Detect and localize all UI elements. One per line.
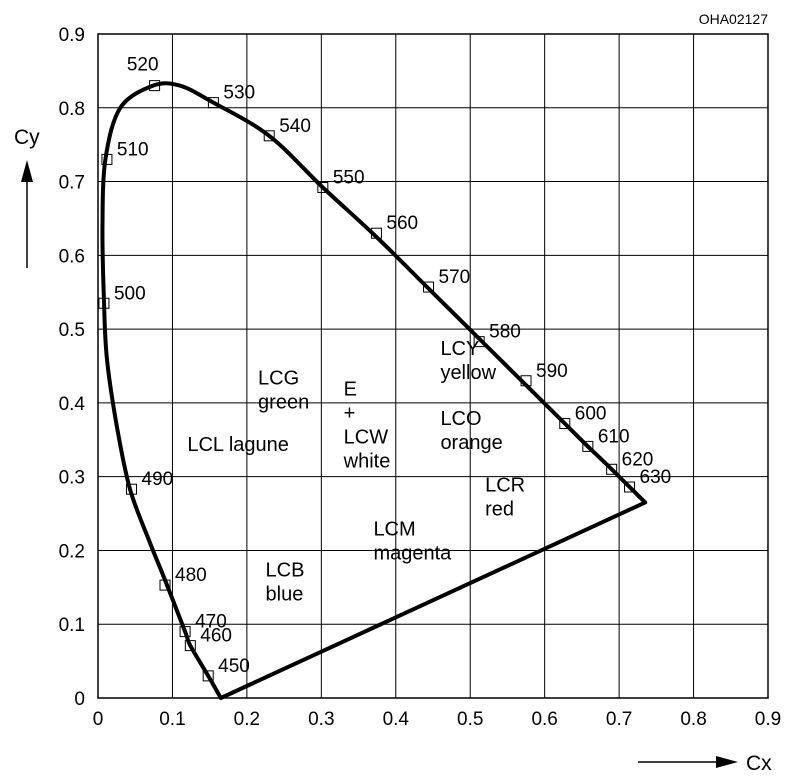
region-label: E + LCW white xyxy=(343,379,391,473)
y-tick-label: 0.6 xyxy=(59,246,85,267)
y-tick-label: 0.8 xyxy=(59,99,85,120)
x-tick-label: 0.3 xyxy=(308,709,334,730)
x-tick-label: 0.2 xyxy=(234,709,260,730)
y-tick-label: 0.7 xyxy=(59,173,85,194)
wavelength-label-490: 490 xyxy=(142,469,174,490)
y-axis-label: Cy xyxy=(14,126,40,149)
wavelength-marker-530 xyxy=(207,97,219,109)
wavelength-marker-620 xyxy=(606,463,618,475)
y-tick-label: 0.4 xyxy=(59,394,86,415)
region-label: LCR red xyxy=(485,474,525,520)
wavelength-marker-490 xyxy=(126,483,137,495)
grid xyxy=(97,33,769,699)
x-axis-arrow xyxy=(638,756,738,768)
y-axis-arrow xyxy=(21,160,33,268)
wavelength-marker-600 xyxy=(559,418,571,430)
wavelength-label-450: 450 xyxy=(218,656,250,677)
y-tick-label: 0.9 xyxy=(59,25,85,46)
x-axis-label: Cx xyxy=(746,752,772,775)
wavelength-label-460: 460 xyxy=(200,626,232,647)
wavelength-label-550: 550 xyxy=(333,167,365,188)
wavelength-marker-500 xyxy=(98,297,110,309)
wavelength-label-610: 610 xyxy=(598,426,630,447)
wavelength-marker-510 xyxy=(101,153,113,165)
x-tick-label: 0.8 xyxy=(680,709,706,730)
wavelength-label-500: 500 xyxy=(114,283,146,304)
wavelength-marker-480 xyxy=(159,579,171,591)
wavelength-label-520: 520 xyxy=(127,55,159,76)
tick-labels: 0 0.1 0.2 0.3 0.4 0.5 0.6 0.7 0.8 0.9 0 0.1 0.2 0.3 0.… xyxy=(59,25,782,730)
wavelength-label-470: 470 xyxy=(195,612,227,633)
wavelength-label-480: 480 xyxy=(175,565,207,586)
wavelength-label-620: 620 xyxy=(622,449,654,470)
color-regions: LCG green E + LCW white LCL lagune LCY yellow LCO… xyxy=(187,338,525,605)
region-label: LCB blue xyxy=(266,559,305,605)
wavelength-marker-630 xyxy=(624,481,636,493)
figure-code: OHA02127 xyxy=(699,11,768,27)
wavelength-marker-460 xyxy=(184,640,196,652)
wavelength-marker-590 xyxy=(520,375,532,387)
wavelength-label-540: 540 xyxy=(279,116,311,137)
wavelength-marker-540 xyxy=(263,130,275,142)
wavelength-marker-580 xyxy=(473,336,485,348)
y-tick-label: 0.3 xyxy=(59,468,85,489)
region-label: LCM magenta xyxy=(373,519,452,565)
y-tick-label: 0 xyxy=(74,689,85,710)
wavelength-label-570: 570 xyxy=(439,267,471,288)
region-label: LCY yellow xyxy=(440,338,496,384)
wavelength-label-630: 630 xyxy=(640,467,672,488)
wavelength-marker-550 xyxy=(317,181,329,193)
wavelength-label-590: 590 xyxy=(536,361,568,382)
wavelength-label-560: 560 xyxy=(386,213,418,234)
plot-frame xyxy=(97,33,769,699)
wavelength-marker-520 xyxy=(149,80,161,92)
wavelength-marker-450 xyxy=(202,670,214,682)
region-label: LCL lagune xyxy=(187,434,289,456)
wavelength-label-530: 530 xyxy=(223,83,255,104)
wavelength-marker-610 xyxy=(582,440,594,452)
region-label: LCG green xyxy=(258,367,309,413)
wavelength-label-600: 600 xyxy=(575,404,607,425)
region-label: LCO orange xyxy=(440,408,502,454)
spectral-locus-group xyxy=(100,81,648,700)
wavelength-label-580: 580 xyxy=(489,322,521,343)
x-tick-label: 0.5 xyxy=(457,709,483,730)
x-tick-label: 0.1 xyxy=(159,709,185,730)
wavelength-label-510: 510 xyxy=(117,139,149,160)
wavelength-marker-560 xyxy=(370,227,382,239)
x-tick-label: 0.7 xyxy=(606,709,632,730)
wavelength-marker-570 xyxy=(423,281,435,293)
y-tick-label: 0.5 xyxy=(59,320,85,341)
spectral-locus-curve xyxy=(100,81,647,699)
y-tick-label: 0.2 xyxy=(59,541,85,562)
wavelength-marker-470 xyxy=(179,626,191,638)
x-tick-label: 0.4 xyxy=(383,709,410,730)
y-tick-label: 0.1 xyxy=(59,615,85,636)
purple-line xyxy=(218,500,648,700)
x-tick-label: 0.9 xyxy=(755,709,781,730)
x-tick-label: 0.6 xyxy=(531,709,557,730)
x-tick-label: 0 xyxy=(93,709,104,730)
